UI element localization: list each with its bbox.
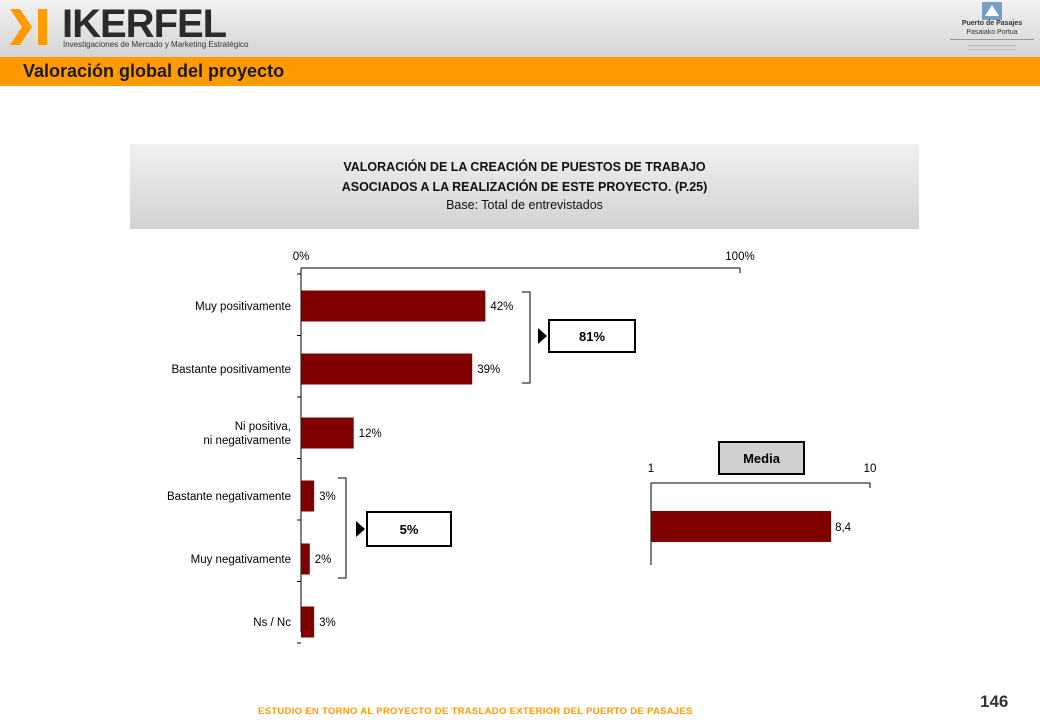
mean-title-box [718, 441, 805, 475]
data-label: 3% [319, 617, 336, 629]
data-label: 3% [319, 491, 336, 503]
bar [301, 417, 354, 449]
bar [301, 290, 486, 322]
title-bar: Valoración global del proyecto [0, 57, 1040, 86]
page-title: Valoración global del proyecto [23, 61, 285, 81]
mean-title: Media [743, 451, 781, 466]
bar [301, 543, 310, 575]
question-line-2: ASOCIADOS A LA REALIZACIÓN DE ESTE PROYE… [341, 180, 708, 194]
x-tick-label: 1 [648, 463, 654, 475]
port-name-basque: Pasaiako Portua [966, 29, 1018, 36]
port-fine-line [968, 45, 1016, 46]
question-base: Base: Total de entrevistados [446, 198, 603, 212]
category-label: Ni positiva, [235, 421, 291, 433]
x-tick-label: 100% [725, 251, 754, 263]
category-label: Ns / Nc [253, 617, 291, 629]
mean-value-label: 8,4 [835, 522, 852, 534]
x-tick-label: 0% [293, 251, 310, 263]
bar [301, 480, 315, 512]
group-bracket [338, 477, 347, 579]
logo-name: IKERFEL [62, 2, 227, 46]
data-label: 42% [490, 301, 513, 313]
port-divider [950, 39, 1034, 40]
group-arrow [538, 328, 547, 344]
category-label: ni negativamente [203, 435, 291, 447]
x-tick-label: 10 [864, 463, 877, 475]
group-total-box [366, 511, 452, 547]
ikerfel-logo-icon [10, 9, 47, 45]
group-bracket [522, 291, 531, 384]
category-label: Bastante negativamente [167, 491, 291, 503]
group-total-box [548, 319, 636, 353]
logo-tagline: Investigaciones de Mercado y Marketing E… [63, 40, 249, 49]
header-band: IKERFEL Investigaciones de Mercado y Mar… [0, 0, 1040, 57]
group-total-label: 5% [400, 522, 419, 537]
category-label: Muy positivamente [195, 301, 291, 313]
data-label: 12% [359, 428, 382, 440]
footer-text: ESTUDIO EN TORNO AL PROYECTO DE TRASLADO… [258, 706, 693, 717]
port-logo: Puerto de Pasajes Pasaiako Portua [948, 2, 1036, 54]
port-fine-line [968, 49, 1016, 50]
bar [301, 606, 315, 638]
port-emblem-icon [982, 2, 1002, 20]
category-label: Bastante positivamente [171, 364, 291, 376]
group-total-label: 81% [579, 329, 605, 344]
bar [301, 353, 473, 385]
mean-bar [651, 511, 832, 542]
question-box: VALORACIÓN DE LA CREACIÓN DE PUESTOS DE … [130, 144, 919, 229]
data-label: 2% [315, 554, 332, 566]
page-number: 146 [980, 692, 1009, 711]
data-label: 39% [477, 364, 500, 376]
question-line-1: VALORACIÓN DE LA CREACIÓN DE PUESTOS DE … [343, 160, 706, 174]
category-label: Muy negativamente [191, 554, 291, 566]
group-arrow [356, 521, 365, 537]
port-name: Puerto de Pasajes [961, 20, 1023, 27]
